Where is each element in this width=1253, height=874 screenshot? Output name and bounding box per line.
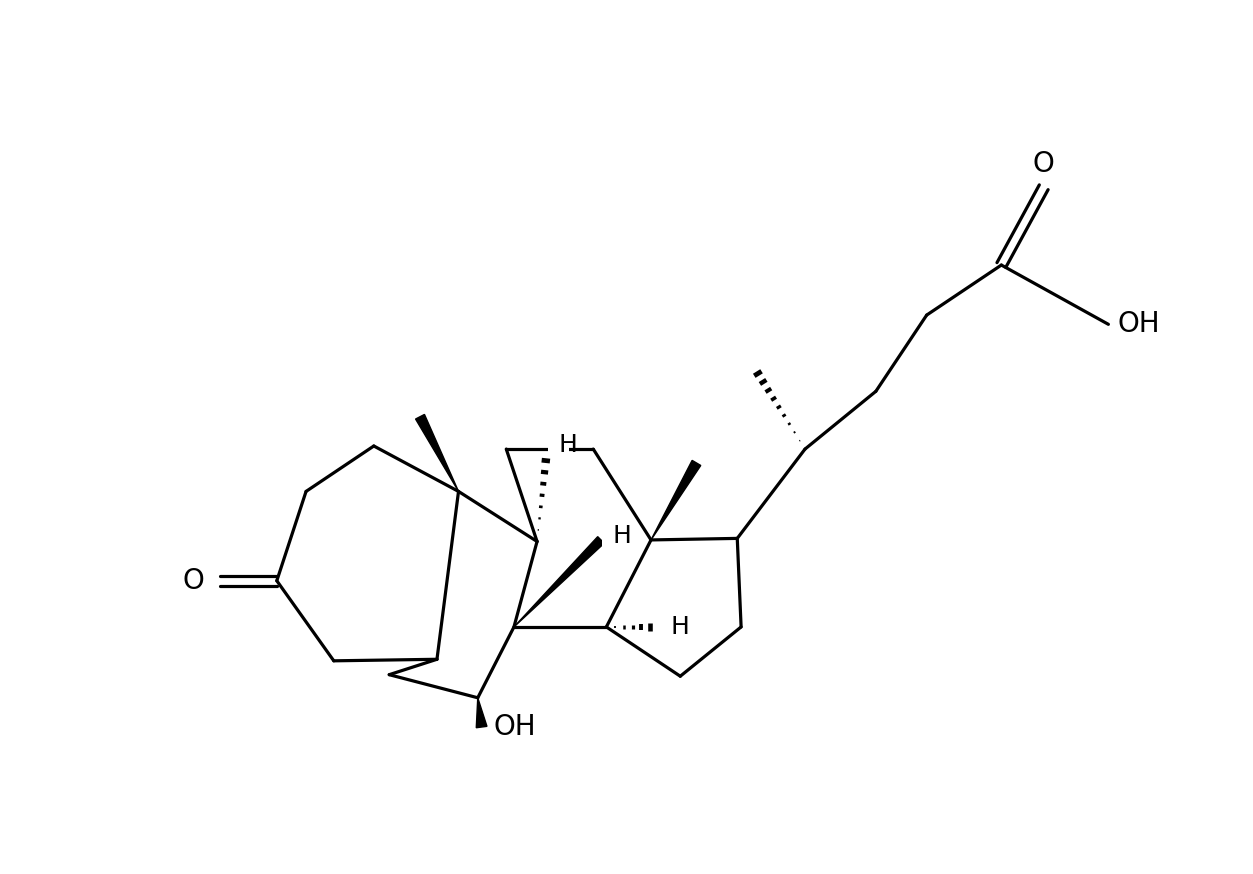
Text: H: H (670, 615, 689, 639)
Polygon shape (652, 461, 700, 540)
Text: OH: OH (1118, 310, 1160, 338)
Polygon shape (476, 697, 487, 728)
Polygon shape (514, 537, 604, 627)
Polygon shape (416, 414, 459, 491)
FancyBboxPatch shape (601, 525, 623, 547)
FancyBboxPatch shape (548, 434, 569, 456)
Text: H: H (613, 524, 632, 548)
Text: O: O (1032, 150, 1055, 178)
Text: H: H (559, 434, 578, 457)
Text: O: O (183, 566, 204, 594)
FancyBboxPatch shape (659, 616, 682, 638)
Text: OH: OH (494, 713, 536, 741)
